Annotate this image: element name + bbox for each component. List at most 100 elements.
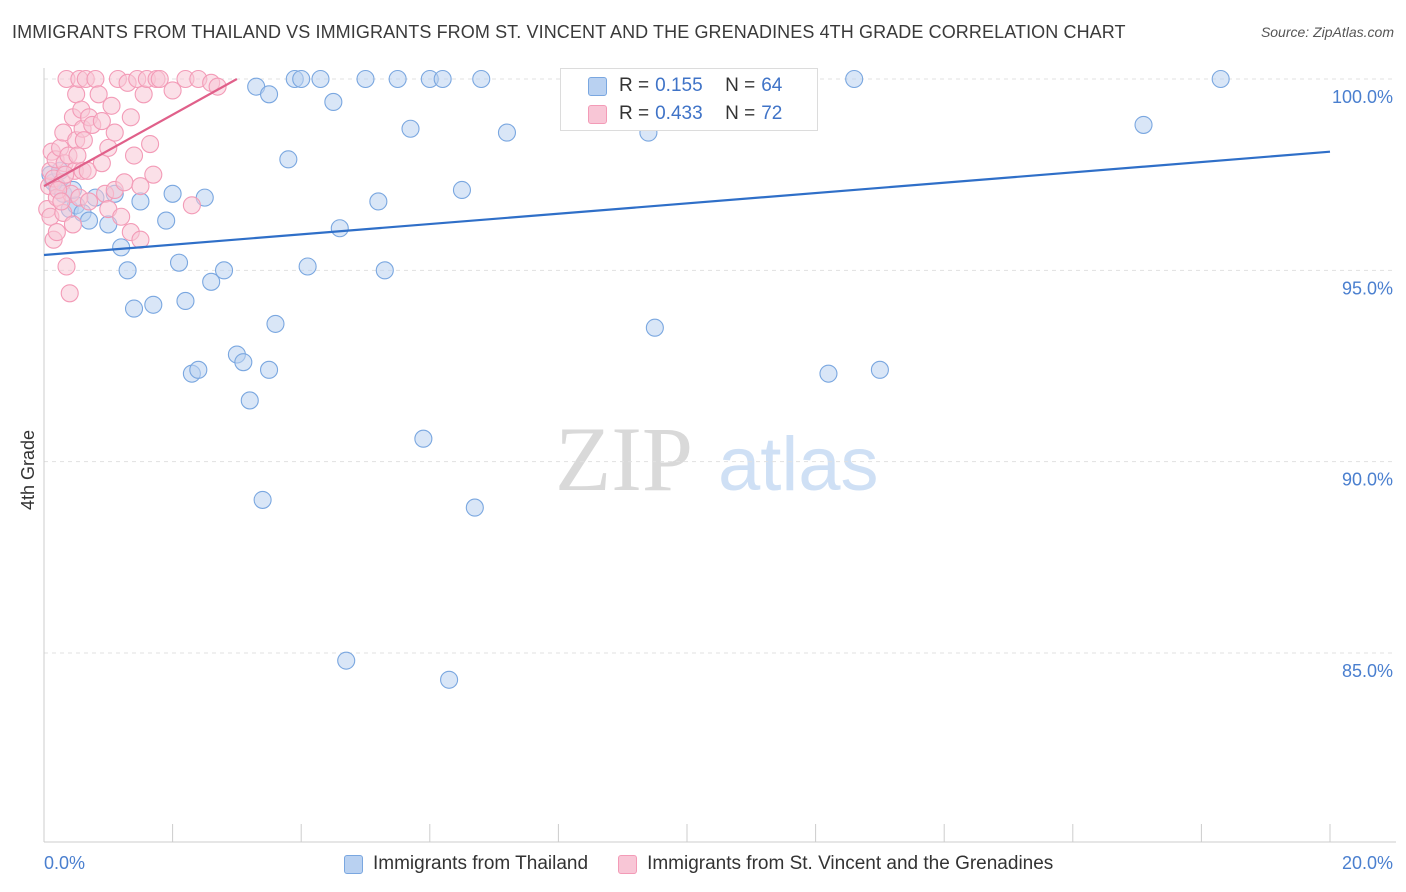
data-point [131,230,150,249]
x-tick-label: 0.0% [44,853,85,873]
watermark: ZIP atlas [555,408,879,510]
data-point [214,261,234,280]
st-vincent-swatch [588,104,607,124]
data-point [472,69,491,89]
data-point [176,291,195,310]
data-point [157,211,176,230]
data-point [67,85,86,104]
data-point [298,257,317,276]
data-point [124,146,144,165]
legend-swatch-thailand [344,854,363,874]
data-point [645,318,664,337]
data-point [131,177,150,196]
data-point [388,69,407,89]
data-point [115,173,134,192]
data-point [870,360,889,379]
n-label: N = [725,75,756,96]
data-point [124,299,144,318]
legend-swatch-st-vincent [618,854,638,874]
data-point [150,69,169,89]
data-point [169,253,189,272]
data-point [131,192,150,211]
r-value: 0.155 [655,75,703,96]
data-point [182,196,201,215]
stats-row-thailand: R = 0.155 N = 64 [561,72,782,100]
thailand-swatch [588,76,607,96]
r-label: R = [619,75,650,96]
r-value: 0.433 [655,103,703,124]
axes [43,68,1396,843]
n-label: N = [725,103,756,124]
data-point [279,150,298,169]
data-point [79,211,99,230]
n-value: 64 [761,75,783,96]
data-point [452,180,472,200]
watermark-zip: ZIP [555,408,693,510]
data-point [134,85,153,104]
series-thailand [41,69,1230,689]
r-label: R = [619,103,650,124]
stats-row-st-vincent: R = 0.433 N = 72 [561,100,782,128]
data-point [497,123,517,142]
y-tick-label: 90.0% [1342,470,1393,490]
data-point [324,92,343,112]
data-point [375,261,394,280]
data-point [819,364,838,383]
data-point [414,429,433,448]
data-point [433,69,452,89]
data-point [253,490,272,509]
y-axis-label: 4th Grade [18,430,38,510]
y-tick-label: 85.0% [1342,661,1393,681]
data-point [845,69,864,89]
data-point [234,353,253,372]
y-tick-label: 95.0% [1342,278,1393,298]
data-point [52,192,71,211]
data-point [1134,115,1153,134]
legend-item-thailand[interactable]: Immigrants from Thailand [344,853,588,875]
data-point [112,207,131,226]
y-tick-label: 100.0% [1332,87,1393,107]
watermark-atlas: atlas [718,422,879,507]
data-point [102,96,121,115]
data-point [440,670,459,689]
data-point [465,498,484,517]
data-point [144,165,163,184]
data-point [311,69,330,89]
data-point [163,81,182,100]
data-point [259,85,279,104]
data-point [74,131,93,150]
data-point [92,112,111,131]
data-point [369,192,388,211]
data-point [189,360,208,379]
trend-lines [43,78,1331,257]
data-point [57,257,76,276]
data-point [89,85,108,104]
data-point [60,284,79,303]
data-point [121,108,140,127]
data-point [292,69,311,89]
data-point [68,146,87,165]
data-point [401,119,420,138]
trend-line-st-vincent [43,78,238,188]
data-point [240,391,259,410]
x-tick-label: 20.0% [1342,853,1393,873]
n-value: 72 [761,103,783,124]
data-point [118,261,137,280]
x-tick-labels: 0.0% 20.0% [44,853,1393,873]
data-point [63,215,82,234]
source-label: Source: ZipAtlas.com [1260,24,1394,40]
data-point [337,651,356,670]
y-tick-labels: 100.0% 95.0% 90.0% 85.0% [1332,87,1393,681]
data-point [144,295,163,314]
data-point [105,123,124,142]
data-point [330,219,349,238]
legend-label-st-vincent: Immigrants from St. Vincent and the Gren… [647,853,1054,874]
data-point [356,69,375,89]
data-point [79,192,99,211]
chart-title: IMMIGRANTS FROM THAILAND VS IMMIGRANTS F… [12,22,1126,42]
legend-item-st-vincent[interactable]: Immigrants from St. Vincent and the Gren… [618,853,1053,875]
trend-line-thailand [43,150,1331,257]
data-point [266,314,285,333]
data-point [202,272,221,291]
